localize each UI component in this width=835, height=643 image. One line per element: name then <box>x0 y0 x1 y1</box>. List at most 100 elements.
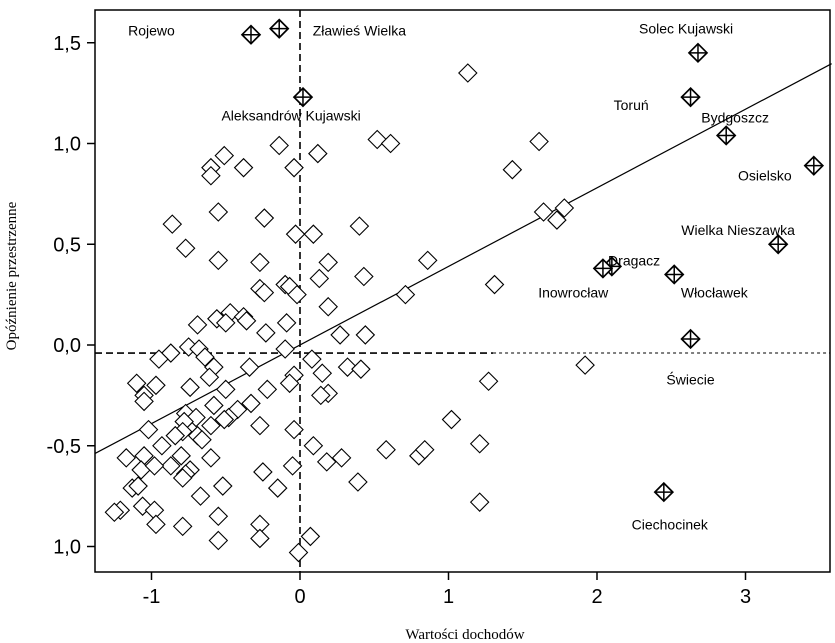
data-point <box>149 349 169 369</box>
data-point <box>256 323 276 343</box>
data-point <box>469 492 490 512</box>
data-point <box>395 284 416 305</box>
data-point <box>162 214 183 234</box>
data-point <box>282 456 303 476</box>
point-label: Dragacz <box>608 252 660 268</box>
data-point <box>330 325 350 345</box>
point-label: Włocławek <box>681 285 749 301</box>
data-point <box>351 359 371 379</box>
data-point <box>533 202 554 222</box>
point-label: Osielsko <box>738 168 792 184</box>
data-point <box>269 135 289 156</box>
data-point <box>257 379 278 400</box>
data-point <box>201 415 221 436</box>
data-point <box>478 371 499 392</box>
data-point <box>311 385 331 406</box>
data-point <box>554 198 575 218</box>
data-point <box>417 250 438 271</box>
data-point <box>303 224 324 244</box>
data-point <box>414 440 435 460</box>
data-point <box>204 395 224 416</box>
data-point <box>355 325 376 345</box>
data-point <box>134 391 154 412</box>
data-point <box>214 145 235 166</box>
x-tick-label: 2 <box>591 586 602 608</box>
data-point <box>215 313 236 333</box>
data-point <box>126 373 147 394</box>
data-point <box>254 282 275 303</box>
data-point <box>285 224 306 244</box>
data-point <box>254 208 275 228</box>
data-point <box>284 419 304 440</box>
data-point <box>337 357 358 377</box>
x-tick-label: 1 <box>443 586 454 608</box>
y-tick-label: 1,0 <box>53 134 81 156</box>
data-point <box>190 486 211 506</box>
point-label: Bydgoszcz <box>701 109 769 125</box>
data-point <box>312 363 333 383</box>
point-label: Wielka Nieszawka <box>681 222 795 238</box>
data-point <box>529 131 549 152</box>
data-point <box>316 452 337 472</box>
plot-frame <box>94 9 831 573</box>
point-label: Toruń <box>614 97 649 113</box>
data-point <box>165 425 186 446</box>
data-point <box>380 133 401 154</box>
data-point <box>180 377 200 398</box>
data-point <box>241 393 261 414</box>
data-point <box>287 284 307 305</box>
data-point <box>187 315 208 335</box>
data-point <box>144 456 165 476</box>
data-point <box>484 274 505 295</box>
data-point <box>502 159 523 180</box>
y-tick-label: 1,5 <box>53 33 81 55</box>
data-point <box>161 456 181 476</box>
data-point <box>308 143 328 164</box>
data-point <box>192 429 212 450</box>
data-point <box>208 506 229 527</box>
data-point <box>300 526 321 547</box>
data-point <box>276 313 297 333</box>
data-point <box>547 210 567 230</box>
data-point <box>208 530 229 551</box>
point-label: Aleksandrów Kujawski <box>221 107 360 123</box>
data-point <box>239 357 260 377</box>
plot-area: -1 0 1 2 3 1,5 1,0 0,5 0,0 -0,5 1,0 Rojewo Zławieś W… <box>47 9 832 608</box>
data-point <box>302 349 322 369</box>
data-point <box>253 462 273 482</box>
data-point <box>146 514 166 535</box>
data-point <box>250 252 270 273</box>
point-label: Zławieś Wielka <box>313 23 407 39</box>
x-axis-title: Wartości dochodów <box>405 627 524 643</box>
data-point <box>152 435 172 456</box>
data-point <box>458 63 478 83</box>
data-point <box>348 472 368 492</box>
data-point <box>201 165 221 186</box>
point-label: Rojewo <box>128 23 175 39</box>
data-point <box>267 478 288 498</box>
y-tick-label: -0,5 <box>47 436 81 458</box>
data-point <box>104 502 125 523</box>
data-point <box>309 268 330 289</box>
data-point <box>172 468 193 488</box>
point-label: Inowrocław <box>538 285 609 301</box>
point-label: Świecie <box>666 370 714 387</box>
data-point <box>138 419 159 440</box>
data-point <box>172 516 193 537</box>
x-tick-label: 3 <box>740 586 751 608</box>
data-point <box>250 415 270 436</box>
data-point <box>441 409 462 430</box>
x-tick-label: -1 <box>143 586 161 608</box>
data-point <box>208 202 229 222</box>
y-tick-label: 0,0 <box>53 335 81 357</box>
data-point <box>318 252 338 273</box>
point-label: Solec Kujawski <box>639 21 733 37</box>
data-point <box>128 476 148 496</box>
data-point <box>284 157 304 178</box>
x-tick-label: 0 <box>294 586 305 608</box>
data-point <box>575 355 595 375</box>
y-axis-title: Opóźnienie przestrzenne <box>4 201 20 350</box>
data-point <box>175 238 196 259</box>
data-point <box>236 311 257 331</box>
